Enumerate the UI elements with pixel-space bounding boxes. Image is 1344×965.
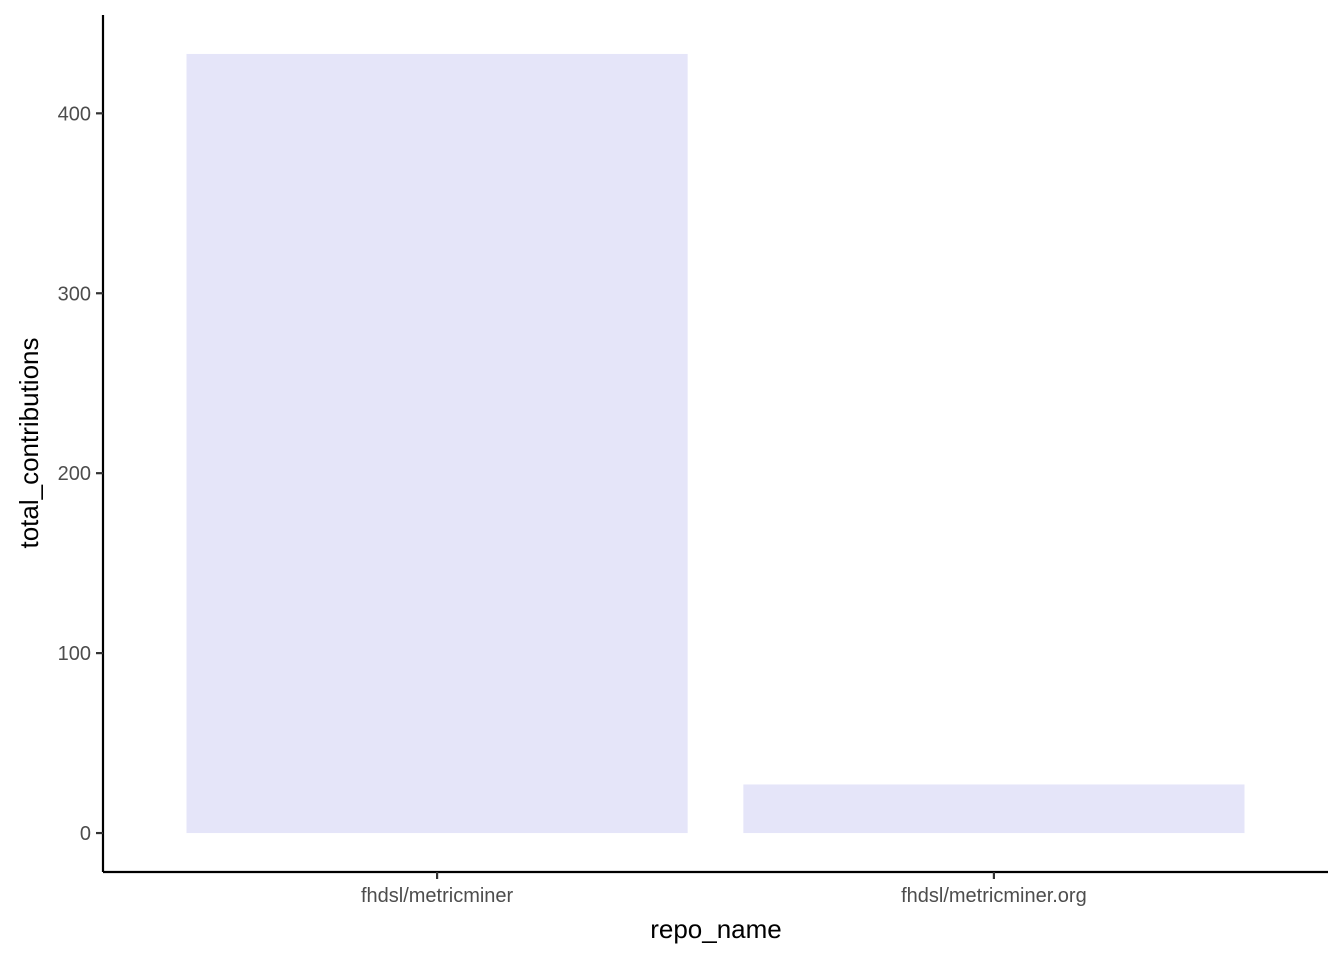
y-axis-title: total_contributions xyxy=(14,337,44,548)
x-tick-label-2: fhdsl/metricminer.org xyxy=(901,885,1087,907)
y-tick-label-400: 400 xyxy=(58,103,91,125)
bars-layer xyxy=(186,53,1245,834)
x-tick-label-1: fhdsl/metricminer xyxy=(361,885,514,907)
x-ticks: fhdsl/metricminer fhdsl/metricminer.org xyxy=(361,872,1087,907)
bar-1 xyxy=(186,53,688,834)
bar-2 xyxy=(743,784,1245,834)
y-tick-label-0: 0 xyxy=(80,823,91,845)
x-axis-title: repo_name xyxy=(650,914,782,944)
y-tick-label-200: 200 xyxy=(58,463,91,485)
axes-layer xyxy=(101,15,1328,874)
y-tick-label-300: 300 xyxy=(58,283,91,305)
y-ticks: 0 100 200 300 400 xyxy=(58,103,103,845)
y-tick-label-100: 100 xyxy=(58,643,91,665)
